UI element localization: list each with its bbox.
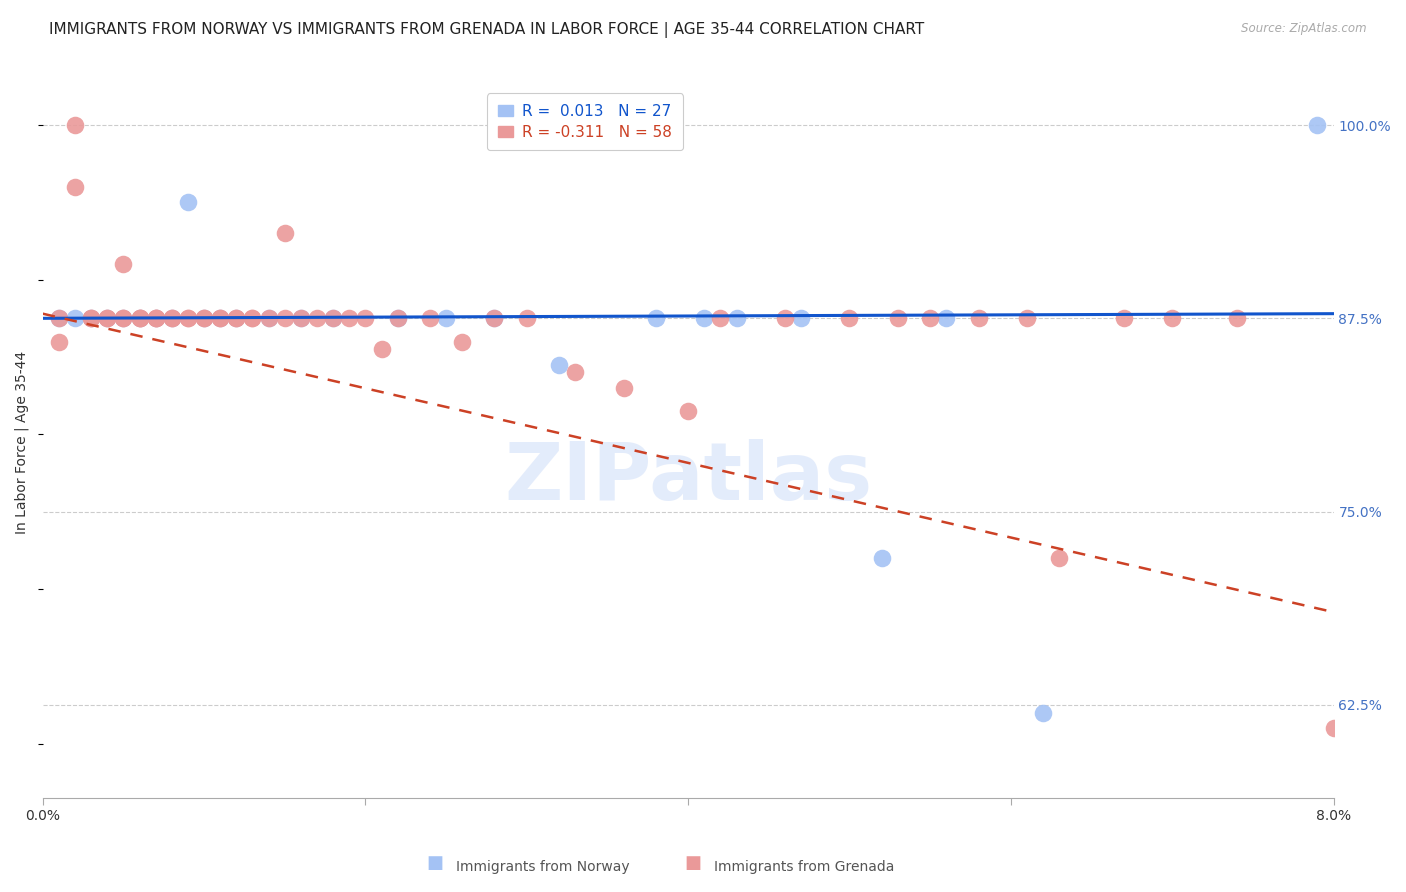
Point xyxy=(80,311,103,326)
Point xyxy=(1306,118,1329,132)
Point xyxy=(80,311,103,326)
Point xyxy=(564,366,586,380)
Point xyxy=(177,311,200,326)
Point xyxy=(337,311,360,326)
Point xyxy=(209,311,232,326)
Point xyxy=(451,334,474,349)
Point xyxy=(484,311,506,326)
Point xyxy=(225,311,247,326)
Point xyxy=(48,311,70,326)
Point xyxy=(177,195,200,210)
Point xyxy=(305,311,328,326)
Point xyxy=(63,179,86,194)
Text: ■: ■ xyxy=(685,854,702,871)
Point xyxy=(484,311,506,326)
Point xyxy=(1226,311,1249,326)
Point xyxy=(257,311,280,326)
Point xyxy=(434,311,457,326)
Point xyxy=(112,311,135,326)
Point xyxy=(322,311,344,326)
Point xyxy=(709,311,731,326)
Point xyxy=(725,311,748,326)
Point xyxy=(160,311,183,326)
Text: Source: ZipAtlas.com: Source: ZipAtlas.com xyxy=(1241,22,1367,36)
Point xyxy=(48,334,70,349)
Point xyxy=(145,311,167,326)
Point xyxy=(790,311,813,326)
Point xyxy=(112,311,135,326)
Text: Immigrants from Norway: Immigrants from Norway xyxy=(456,860,630,874)
Point xyxy=(967,311,990,326)
Text: ZIPatlas: ZIPatlas xyxy=(503,439,872,516)
Y-axis label: In Labor Force | Age 35-44: In Labor Force | Age 35-44 xyxy=(15,351,30,533)
Text: ■: ■ xyxy=(426,854,443,871)
Point xyxy=(177,311,200,326)
Point xyxy=(290,311,312,326)
Text: Immigrants from Grenada: Immigrants from Grenada xyxy=(714,860,894,874)
Point xyxy=(387,311,409,326)
Point xyxy=(145,311,167,326)
Point xyxy=(63,311,86,326)
Point xyxy=(112,311,135,326)
Point xyxy=(145,311,167,326)
Point xyxy=(548,358,571,372)
Point xyxy=(370,343,392,357)
Point xyxy=(193,311,215,326)
Point xyxy=(1047,551,1070,566)
Point xyxy=(613,381,636,395)
Point xyxy=(274,227,297,241)
Point xyxy=(870,551,893,566)
Point xyxy=(112,257,135,271)
Point xyxy=(773,311,796,326)
Point xyxy=(128,311,150,326)
Point xyxy=(676,404,699,418)
Point xyxy=(80,311,103,326)
Point xyxy=(1032,706,1054,720)
Point xyxy=(225,311,247,326)
Point xyxy=(387,311,409,326)
Point xyxy=(209,311,232,326)
Point xyxy=(63,118,86,132)
Point xyxy=(419,311,441,326)
Point xyxy=(257,311,280,326)
Point xyxy=(225,311,247,326)
Point xyxy=(644,311,666,326)
Point xyxy=(128,311,150,326)
Point xyxy=(1322,721,1344,735)
Point xyxy=(209,311,232,326)
Point xyxy=(193,311,215,326)
Point xyxy=(128,311,150,326)
Point xyxy=(274,311,297,326)
Point xyxy=(96,311,118,326)
Point xyxy=(128,311,150,326)
Point xyxy=(193,311,215,326)
Point xyxy=(693,311,716,326)
Point xyxy=(96,311,118,326)
Point xyxy=(145,311,167,326)
Point xyxy=(887,311,910,326)
Point xyxy=(96,311,118,326)
Point xyxy=(935,311,957,326)
Point xyxy=(290,311,312,326)
Point xyxy=(516,311,538,326)
Point xyxy=(354,311,377,326)
Point xyxy=(242,311,264,326)
Point xyxy=(48,311,70,326)
Point xyxy=(160,311,183,326)
Point xyxy=(160,311,183,326)
Point xyxy=(1112,311,1135,326)
Point xyxy=(242,311,264,326)
Point xyxy=(1161,311,1184,326)
Point xyxy=(838,311,860,326)
Point xyxy=(322,311,344,326)
Point xyxy=(1015,311,1038,326)
Point xyxy=(920,311,942,326)
Text: IMMIGRANTS FROM NORWAY VS IMMIGRANTS FROM GRENADA IN LABOR FORCE | AGE 35-44 COR: IMMIGRANTS FROM NORWAY VS IMMIGRANTS FRO… xyxy=(49,22,925,38)
Legend: R =  0.013   N = 27, R = -0.311   N = 58: R = 0.013 N = 27, R = -0.311 N = 58 xyxy=(486,94,683,150)
